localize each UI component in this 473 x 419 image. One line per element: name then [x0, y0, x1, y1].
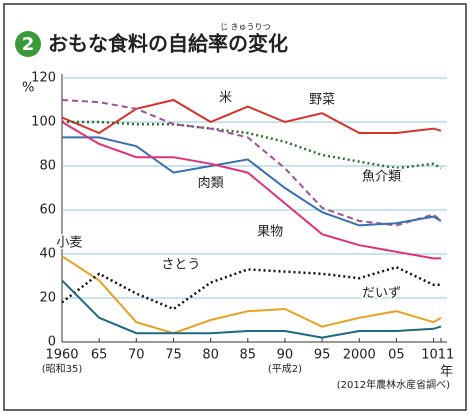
- x-tick-label: 90: [277, 348, 294, 363]
- title-number: 2: [22, 34, 35, 55]
- x-tick-label: 95: [314, 348, 331, 363]
- y-tick-label: 120: [31, 71, 56, 86]
- page: {"chart_data": {"type": "line", "title_n…: [0, 0, 473, 419]
- x-sublabel: (平成2): [268, 363, 302, 375]
- x-tick-label: 1960: [45, 348, 78, 363]
- y-tick-label: 80: [39, 159, 56, 174]
- chart: 2 おもな食料の自給率の変化 じ きゅうりつ % 年 (2012年農林水産省調べ…: [0, 0, 473, 419]
- chart-title: おもな食料の自給率の変化: [48, 32, 288, 56]
- x-tick-label: 11: [438, 348, 455, 363]
- title-ruby: じ きゅうりつ: [220, 23, 271, 32]
- y-tick-label: 100: [31, 115, 56, 130]
- x-unit: 年: [440, 365, 453, 380]
- x-tick-label: 85: [240, 348, 257, 363]
- x-tick-label: 65: [91, 348, 108, 363]
- x-tick-label: 75: [165, 348, 182, 363]
- x-tick-label: 2000: [343, 348, 376, 363]
- y-tick-label: 60: [39, 203, 56, 218]
- x-tick-label: 80: [202, 348, 219, 363]
- source: (2012年農林水産省調べ): [337, 378, 450, 391]
- series-label: 野菜: [309, 93, 335, 108]
- series-label: だいず: [362, 286, 401, 301]
- series-label: 果物: [257, 225, 283, 240]
- series-label: 肉類: [198, 176, 224, 191]
- series-label: 小麦: [56, 236, 82, 251]
- x-tick-label: 10: [421, 348, 438, 363]
- y-tick-label: 20: [39, 291, 56, 306]
- series-label: 魚介類: [362, 170, 401, 185]
- series-label: 米: [219, 90, 232, 105]
- series-line: [62, 100, 441, 133]
- x-tick-label: 05: [388, 348, 405, 363]
- x-tick-label: 70: [128, 348, 145, 363]
- series-label: さとう: [161, 258, 200, 273]
- x-sublabel: (昭和35): [42, 363, 83, 375]
- y-tick-label: 40: [39, 247, 56, 262]
